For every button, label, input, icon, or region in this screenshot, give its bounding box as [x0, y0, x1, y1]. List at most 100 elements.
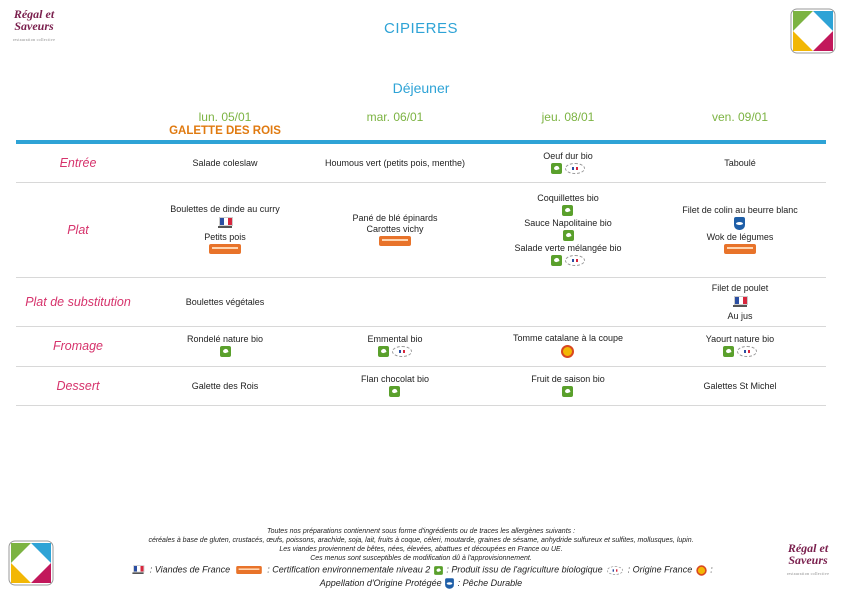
row-divider	[16, 326, 826, 327]
menu-cell-plat-3: Coquillettes bio Sauce Napolitaine bio Sal…	[483, 183, 653, 277]
bio-icon	[562, 229, 574, 241]
menu-cell-entree-4: Taboulé	[655, 145, 825, 182]
menu-cell-plat-2: Pané de blé épinards Carottes vichy	[310, 183, 480, 277]
dish-labels	[562, 229, 574, 241]
menu-cell-dessert-1: Galette des Rois	[140, 367, 310, 405]
row-divider	[16, 405, 826, 406]
aop-icon	[696, 564, 707, 576]
logo-tagline: restauration collective	[786, 571, 830, 576]
label-legend: : Viandes de France : Certification envi…	[60, 563, 782, 590]
dish-labels	[724, 243, 756, 254]
dish: Houmous vert (petits pois, menthe)	[325, 158, 465, 169]
meal-title: Déjeuner	[392, 80, 450, 96]
dish-labels	[209, 244, 241, 254]
dish: Coquillettes bio	[537, 193, 599, 218]
menu-cell-fromage-1: Rondelé nature bio	[140, 327, 310, 366]
menu-cell-dessert-4: Galettes St Michel	[655, 367, 825, 405]
dish-name: Rondelé nature bio	[186, 334, 264, 344]
menu-cell-substitution-3	[483, 278, 653, 326]
dish-labels	[562, 204, 574, 216]
peche-durable-icon	[734, 216, 746, 230]
dish-labels	[551, 163, 585, 174]
menu-cell-dessert-2: Flan chocolat bio	[310, 367, 480, 405]
dish-name: Yaourt nature bio	[705, 334, 775, 344]
hve-icon	[379, 235, 411, 246]
dish-name: Fruit de saison bio	[531, 373, 605, 384]
allergen-footer: Toutes nos préparations contiennent sous…	[60, 527, 782, 590]
bio-icon	[562, 204, 574, 216]
logo-tagline: restauration collective	[12, 37, 56, 42]
menu-cell-dessert-3: Fruit de saison bio	[483, 367, 653, 405]
dish-labels	[216, 216, 234, 230]
bio-icon	[550, 254, 562, 266]
dish: Fruit de saison bio	[531, 374, 605, 399]
cutlery-logo-icon	[790, 8, 836, 54]
dish: Boulettes végétales	[186, 297, 265, 308]
dish: Salade coleslaw	[192, 158, 257, 169]
dish: Pané de blé épinards	[352, 213, 437, 224]
dish-name: Wok de légumes	[706, 231, 774, 242]
menu-cell-fromage-2: Emmental bio	[310, 327, 480, 366]
dish-labels	[379, 235, 411, 246]
day-header-4: ven. 09/01	[655, 110, 825, 124]
viandes-france-icon	[731, 295, 749, 309]
dish: Salade verte mélangée bio	[514, 243, 622, 268]
legend-bio: : Produit issu de l'agriculture biologiq…	[446, 564, 603, 575]
viandes-france-icon	[131, 564, 145, 575]
category-fromage: Fromage	[52, 339, 104, 353]
footer-line4: Ces menus sont susceptibles de modificat…	[310, 555, 532, 562]
menu-cell-entree-1: Salade coleslaw	[140, 145, 310, 182]
origine-france-icon	[736, 346, 757, 357]
legend-aop: :	[710, 564, 713, 575]
origine-france-icon	[392, 346, 412, 357]
dish-labels	[722, 346, 757, 357]
dish-name: Petits pois	[204, 232, 246, 242]
dish: Galette des Rois	[192, 381, 259, 392]
dish-name: Salade coleslaw	[192, 158, 258, 168]
dish-name: Coquillettes bio	[537, 192, 599, 203]
dish: Filet de poulet	[712, 283, 768, 311]
legend-france: : Origine France	[627, 564, 693, 575]
dish-name: Boulettes de dinde au curry	[170, 204, 280, 214]
dish: Filet de colin au beurre blanc	[682, 205, 798, 232]
cutlery-logo-icon-footer	[8, 540, 54, 586]
aop-icon	[561, 345, 575, 358]
day-name: lun. 05/01	[198, 110, 252, 124]
menu-cell-substitution-2	[310, 278, 480, 326]
category-dessert: Dessert	[56, 379, 100, 393]
day-name: ven. 09/01	[711, 110, 769, 124]
dish: Sauce Napolitaine bio	[524, 218, 612, 243]
dish-name: Emmental bio	[367, 334, 423, 344]
dish-labels	[561, 345, 575, 358]
page-title: CIPIERES	[383, 20, 459, 37]
category-substitution: Plat de substitution	[25, 295, 131, 309]
dish: Emmental bio	[367, 334, 423, 359]
dish: Oeuf dur bio	[543, 151, 593, 176]
dish: Wok de légumes	[706, 231, 774, 256]
dish: Au jus	[727, 311, 752, 322]
origine-france-icon	[565, 163, 585, 174]
day-name: mar. 06/01	[366, 110, 424, 124]
legend-peche: : Pêche Durable	[457, 578, 523, 588]
origine-france-icon	[564, 254, 585, 266]
row-divider	[16, 366, 826, 367]
regal-saveurs-logo: Régal et Saveurs restauration collective	[8, 8, 60, 46]
bio-icon	[389, 385, 401, 397]
menu-cell-entree-2: Houmous vert (petits pois, menthe)	[310, 145, 480, 182]
bio-icon	[378, 346, 389, 357]
menu-cell-fromage-3: Tomme catalane à la coupe	[483, 327, 653, 366]
bio-icon	[551, 163, 562, 174]
day-name: jeu. 08/01	[541, 110, 595, 124]
hve-icon	[209, 244, 241, 254]
footer-line3: Les viandes proviennent de bêtes, nées, …	[279, 546, 563, 553]
bio-icon	[433, 565, 443, 575]
hve-icon	[724, 243, 756, 254]
legend-viandes: : Viandes de France	[149, 564, 231, 575]
bio-icon	[219, 346, 231, 357]
dish: Yaourt nature bio	[706, 334, 774, 359]
dish: Carottes vichy	[366, 224, 424, 248]
dish-name: Flan chocolat bio	[360, 373, 430, 384]
dish: Rondelé nature bio	[187, 334, 263, 359]
dish-labels	[562, 385, 574, 397]
bio-icon	[562, 385, 574, 397]
